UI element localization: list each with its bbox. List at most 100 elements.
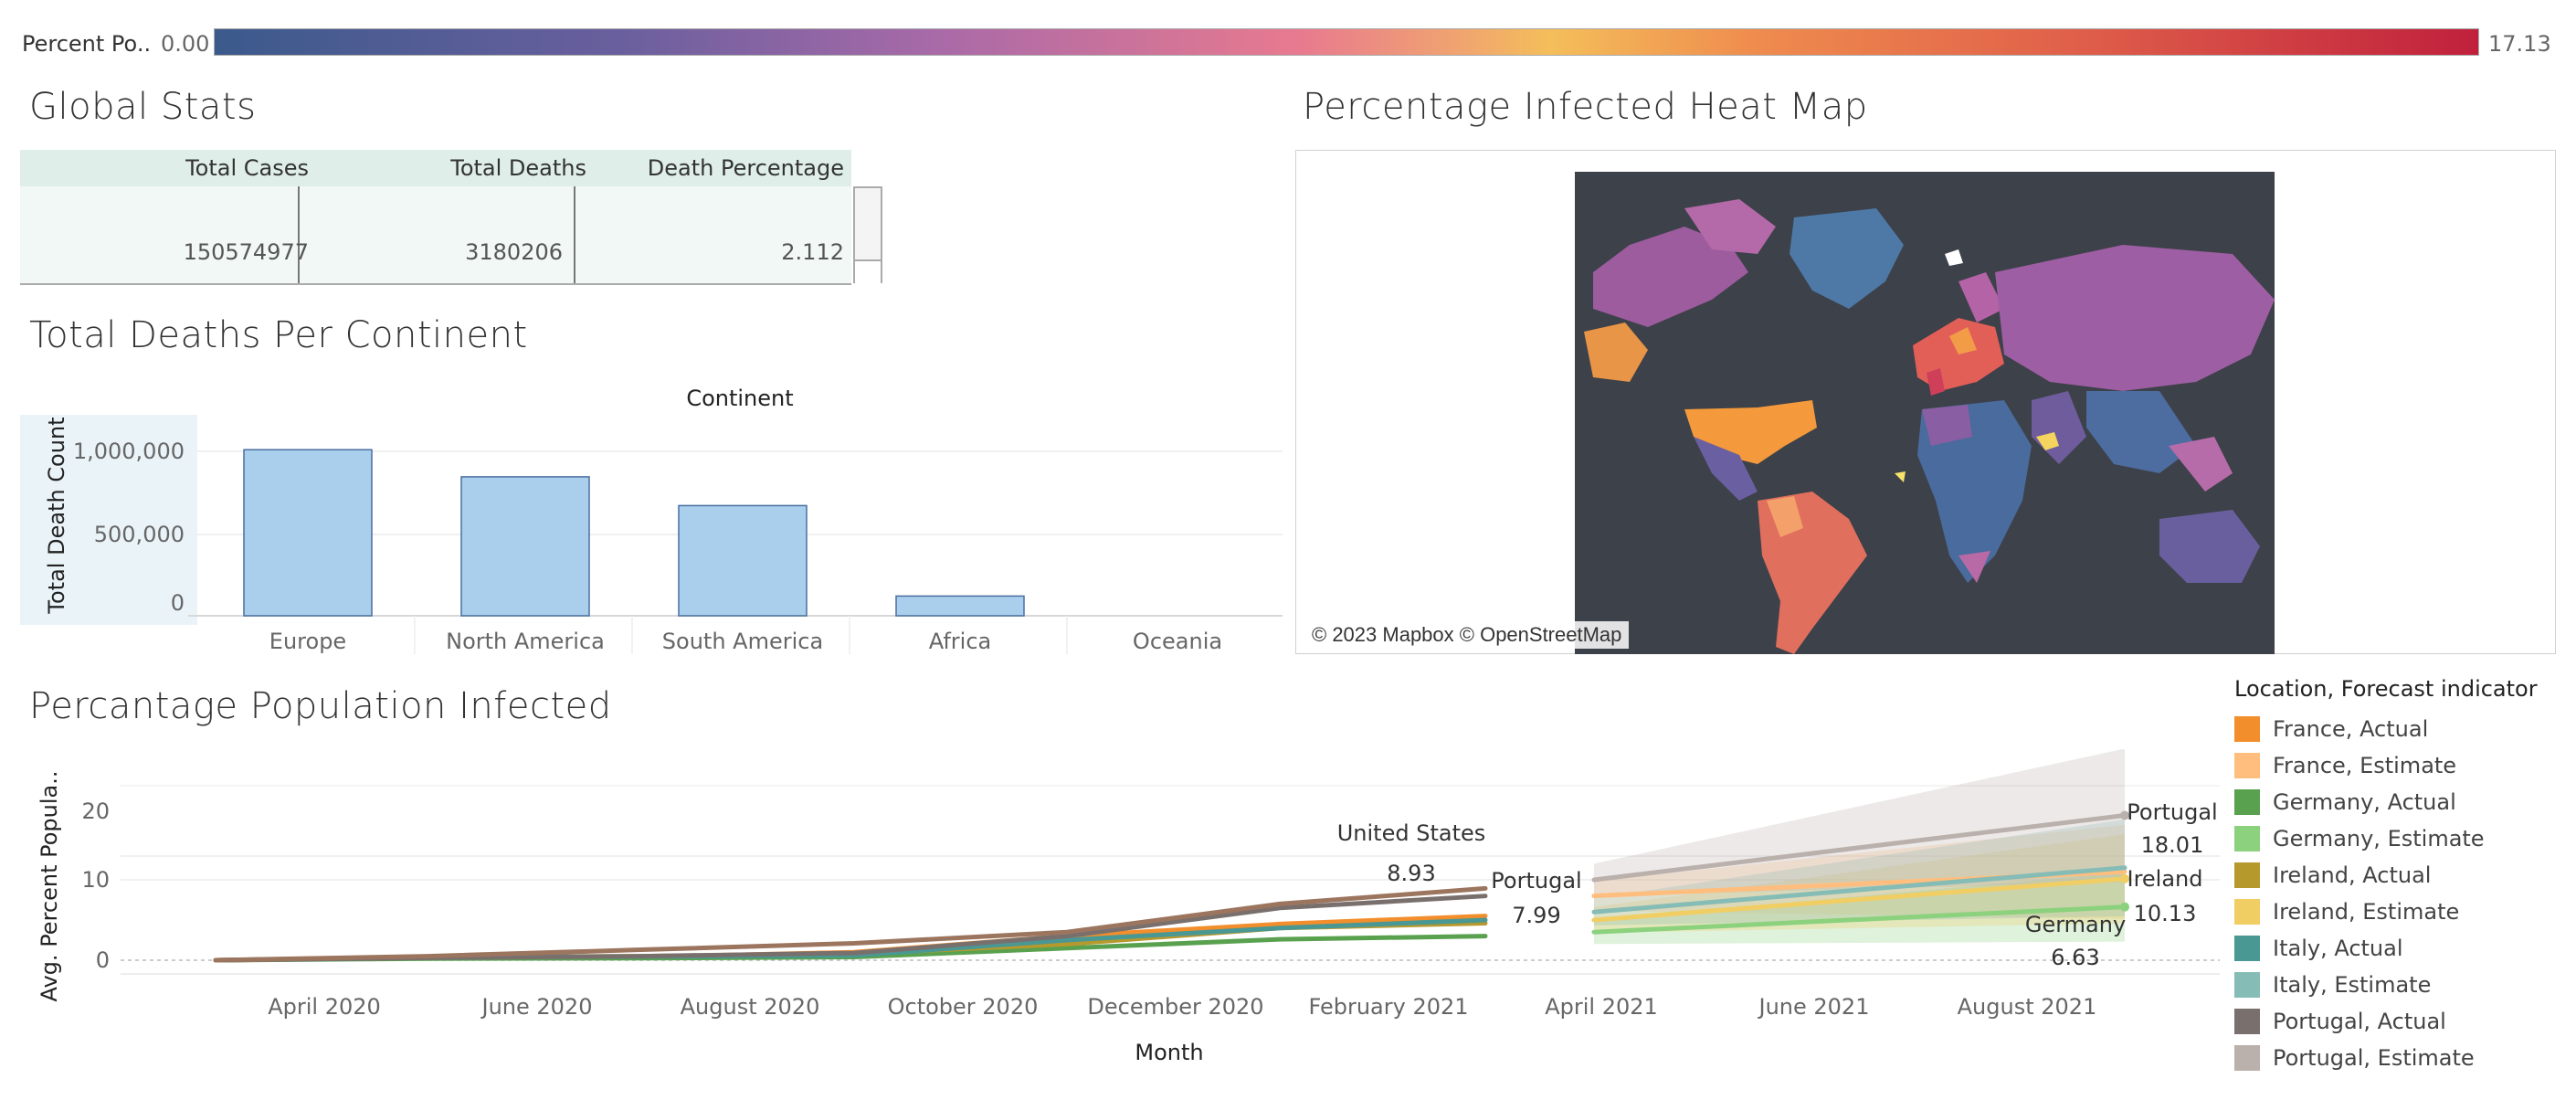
bar-north-america[interactable] [460,476,590,617]
legend-item[interactable]: Germany, Actual [2234,784,2576,820]
series-line-portugal-estimate[interactable] [1591,813,2127,883]
landmass-north-america[interactable] [1584,199,1817,501]
x-tick-label: South America [662,629,823,654]
series-end-point[interactable] [2120,873,2129,883]
deaths-ylabel: Total Death Count [44,417,69,614]
landmass-africa[interactable] [1917,400,2032,583]
value-total-deaths: 3180206 [465,239,563,265]
heat-map-title: Percentage Infected Heat Map [1303,86,1868,128]
legend-item[interactable]: Ireland, Estimate [2234,894,2576,930]
continent-header: Continent [686,386,793,411]
legend-item[interactable]: Portugal, Estimate [2234,1040,2576,1076]
color-legend-gradient[interactable] [214,28,2479,56]
label-ireland-estimate-value: 10.13 [2134,901,2197,926]
x-tick-label: April 2021 [1545,994,1658,1020]
legend-item[interactable]: Germany, Estimate [2234,820,2576,857]
y-tick-label: 500,000 [94,522,185,547]
bar-africa[interactable] [895,595,1025,617]
legend-swatch [2234,936,2260,961]
forecast-band [1594,824,2125,919]
x-tick-label: Africa [929,629,991,654]
header-death-percentage[interactable]: Death Percentage [647,155,844,181]
label-portugal-actual-value: 7.99 [1512,903,1560,928]
legend-label: France, Actual [2273,716,2429,742]
x-tick-label: Europe [269,629,346,654]
legend-swatch [2234,862,2260,888]
x-tick-label: February 2021 [1308,994,1468,1020]
legend-swatch [2234,1009,2260,1034]
y-tick-label: 0 [96,947,110,973]
legend-label: Germany, Estimate [2273,826,2485,851]
legend-label: France, Estimate [2273,753,2457,778]
forecast-legend: Location, Forecast indicator France, Act… [2234,676,2576,1076]
infection-ylabel: Avg. Percent Popula.. [37,770,62,1001]
series-line-germany-estimate[interactable] [1591,904,2127,935]
table-body [20,186,851,285]
y-axis-band [20,415,197,625]
legend-item[interactable]: Portugal, Actual [2234,1003,2576,1040]
series-end-point[interactable] [2120,810,2129,820]
label-germany-estimate-value: 6.63 [2051,945,2099,970]
label-portugal-actual: Portugal [1491,868,1581,894]
landmass-south-america[interactable] [1758,492,1867,654]
legend-swatch [2234,716,2260,742]
landmass-oceania[interactable] [2159,510,2260,583]
legend-item[interactable]: Italy, Actual [2234,930,2576,967]
series-line-ireland-estimate[interactable] [1591,876,2127,923]
y-tick-label: 10 [81,867,110,893]
world-heat-map[interactable] [1575,172,2275,654]
legend-item[interactable]: France, Estimate [2234,747,2576,784]
legend-swatch [2234,972,2260,998]
scrollbar-thumb[interactable] [855,259,881,283]
label-portugal-estimate-value: 18.01 [2141,832,2204,858]
x-tick-label: October 2020 [888,994,1039,1020]
legend-swatch [2234,899,2260,925]
highlight-country[interactable] [1895,249,2059,482]
column-divider [298,186,300,283]
color-legend-min: 0.00 [161,31,210,57]
series-end-point[interactable] [2120,902,2129,912]
label-ireland-estimate: Ireland [2127,866,2202,892]
legend-swatch [2234,789,2260,815]
legend-item[interactable]: Ireland, Actual [2234,857,2576,894]
column-divider [574,186,575,283]
color-legend-max: 17.13 [2488,31,2551,57]
x-tick-label: April 2020 [268,994,381,1020]
map-attribution[interactable]: © 2023 Mapbox © OpenStreetMap [1304,621,1630,649]
x-tick-label: August 2020 [681,994,820,1020]
y-tick-label: 20 [81,799,110,824]
x-tick-label: June 2020 [480,994,593,1020]
y-tick-label: 0 [171,590,185,616]
legend-swatch [2234,753,2260,778]
landmass-asia[interactable] [1995,245,2275,492]
legend-label: Portugal, Estimate [2273,1045,2475,1071]
header-total-cases[interactable]: Total Cases [185,155,309,181]
legend-title: Location, Forecast indicator [2234,676,2538,702]
legend-swatch [2234,1045,2260,1071]
infection-xlabel: Month [1135,1040,1203,1065]
label-united-states: United States [1337,820,1486,846]
color-legend-label: Percent Po.. [22,31,152,57]
series-line-united-states[interactable] [213,885,1488,963]
legend-label: Portugal, Actual [2273,1009,2446,1034]
deaths-chart-title: Total Deaths Per Continent [29,314,528,356]
forecast-band [1594,749,2125,896]
table-header [20,150,851,186]
value-total-cases: 150574977 [183,239,309,265]
legend-item[interactable]: France, Actual [2234,711,2576,747]
header-total-deaths[interactable]: Total Deaths [450,155,586,181]
bar-europe[interactable] [243,449,373,617]
deaths-bar-chart: Continent Total Death Count 1,000,000 50… [20,386,1283,654]
landmass-europe[interactable] [1913,272,2004,396]
legend-item[interactable]: Italy, Estimate [2234,967,2576,1003]
value-death-percentage: 2.112 [781,239,844,265]
legend-label: Ireland, Estimate [2273,899,2460,925]
legend-label: Italy, Actual [2273,936,2403,961]
series-line-italy-estimate[interactable] [1591,865,2127,915]
legend-label: Italy, Estimate [2273,972,2432,998]
landmass-greenland[interactable] [1789,208,1904,309]
x-tick-label: December 2020 [1087,994,1263,1020]
x-tick-label: Oceania [1133,629,1222,654]
x-tick-label: June 2021 [1758,994,1870,1020]
bar-south-america[interactable] [678,504,808,617]
